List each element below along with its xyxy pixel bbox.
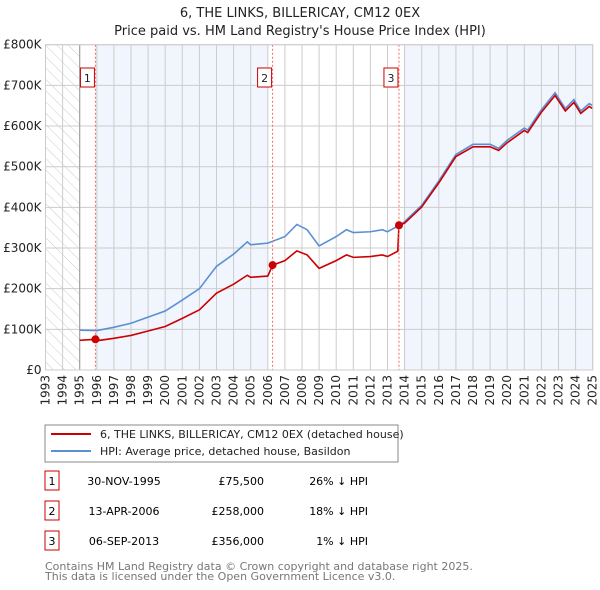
x-tick-label: 2007 bbox=[278, 375, 292, 406]
x-tick-label: 2024 bbox=[569, 375, 583, 406]
y-tick-label: £100K bbox=[3, 322, 43, 336]
x-tick-label: 2009 bbox=[312, 375, 326, 406]
x-tick-label: 2011 bbox=[346, 375, 360, 406]
y-tick-label: £700K bbox=[3, 78, 43, 92]
x-tick-label: 2013 bbox=[381, 375, 395, 406]
sale-point[interactable] bbox=[91, 335, 100, 344]
x-tick-label: 1994 bbox=[56, 375, 70, 406]
row-number: 3 bbox=[49, 535, 56, 548]
x-tick-label: 2006 bbox=[261, 375, 275, 406]
footer-line-2: This data is licensed under the Open Gov… bbox=[44, 570, 395, 583]
sale-date: 30-NOV-1995 bbox=[87, 475, 161, 488]
legend-property: 6, THE LINKS, BILLERICAY, CM12 0EX (deta… bbox=[100, 428, 404, 441]
sale-label-box bbox=[257, 67, 273, 88]
sale-price: £356,000 bbox=[212, 535, 265, 548]
x-tick-label: 1995 bbox=[73, 375, 87, 406]
x-tick-label: 2003 bbox=[210, 375, 224, 406]
hpi-line bbox=[79, 91, 594, 332]
sale-label: 2 bbox=[261, 72, 268, 85]
legend-hpi: HPI: Average price, detached house, Basi… bbox=[100, 445, 350, 458]
plot-border bbox=[45, 44, 594, 371]
hpi-diff: 26% ↓ HPI bbox=[309, 475, 368, 488]
y-tick-label: £200K bbox=[3, 282, 43, 296]
sale-date: 13-APR-2006 bbox=[88, 505, 159, 518]
property-price-line bbox=[79, 94, 594, 342]
x-tick-label: 2025 bbox=[586, 375, 600, 406]
x-tick-label: 2000 bbox=[158, 375, 172, 406]
sales-table: 1 30-NOV-1995 £75,500 26% ↓ HPI 2 13-APR-2006… bbox=[44, 470, 368, 551]
chart-title: 6, THE LINKS, BILLERICAY, CM12 0EX bbox=[180, 6, 420, 21]
x-tick-label: 2018 bbox=[466, 375, 480, 406]
row-number-box bbox=[44, 470, 60, 491]
x-tick-label: 1996 bbox=[90, 375, 104, 406]
y-tick-label: £500K bbox=[3, 160, 43, 174]
x-tick-label: 2023 bbox=[552, 375, 566, 406]
x-tick-label: 2014 bbox=[398, 375, 412, 406]
x-tick-label: 2004 bbox=[227, 375, 241, 406]
row-number-box bbox=[44, 500, 60, 521]
sale-label: 1 bbox=[84, 72, 91, 85]
legend: 6, THE LINKS, BILLERICAY, CM12 0EX (deta… bbox=[44, 424, 404, 463]
sale-price: £75,500 bbox=[219, 475, 265, 488]
x-tick-label: 2021 bbox=[517, 375, 531, 406]
sale-label: 3 bbox=[387, 72, 394, 85]
x-tick-label: 2016 bbox=[432, 375, 446, 406]
x-tick-label: 2002 bbox=[192, 375, 206, 406]
y-tick-label: £400K bbox=[3, 200, 43, 214]
hpi-diff: 1% ↓ HPI bbox=[316, 535, 368, 548]
x-tick-label: 1999 bbox=[141, 375, 155, 406]
hpi-diff: 18% ↓ HPI bbox=[309, 505, 368, 518]
x-tick-label: 1993 bbox=[39, 375, 53, 406]
x-tick-label: 2022 bbox=[534, 375, 548, 406]
x-tick-label: 2017 bbox=[449, 375, 463, 406]
x-tick-label: 2005 bbox=[244, 375, 258, 406]
x-tick-label: 2012 bbox=[363, 375, 377, 406]
sale-date: 06-SEP-2013 bbox=[89, 535, 159, 548]
x-tick-label: 1997 bbox=[107, 375, 121, 406]
x-tick-label: 2001 bbox=[175, 375, 189, 406]
row-number: 1 bbox=[49, 475, 56, 488]
y-tick-label: £800K bbox=[3, 38, 43, 52]
x-tick-label: 2008 bbox=[295, 375, 309, 406]
sale-label-box bbox=[79, 67, 95, 88]
x-tick-label: 2010 bbox=[329, 375, 343, 406]
sale-label-box bbox=[383, 67, 399, 88]
footer-line-1: Contains HM Land Registry data © Crown c… bbox=[45, 560, 473, 573]
sale-point[interactable] bbox=[268, 261, 277, 270]
row-number-box bbox=[44, 530, 60, 551]
x-tick-label: 1998 bbox=[124, 375, 138, 406]
y-tick-label: £600K bbox=[3, 119, 43, 133]
row-number: 2 bbox=[49, 505, 56, 518]
x-tick-label: 2020 bbox=[500, 375, 514, 406]
chart-subtitle: Price paid vs. HM Land Registry's House … bbox=[114, 24, 486, 39]
x-tick-label: 2019 bbox=[483, 375, 497, 406]
sale-price: £258,000 bbox=[212, 505, 265, 518]
y-tick-label: £300K bbox=[3, 241, 43, 255]
sale-point[interactable] bbox=[394, 221, 403, 230]
y-tick-label: £0 bbox=[26, 363, 41, 377]
x-tick-label: 2015 bbox=[415, 375, 429, 406]
